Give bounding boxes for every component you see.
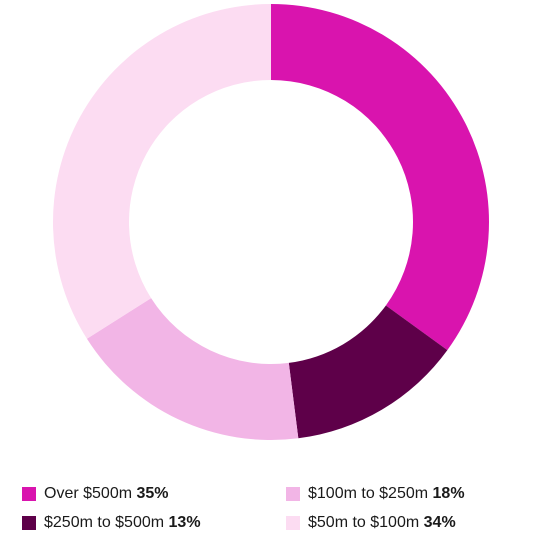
- legend-label: $100m to $250m 18%: [308, 485, 465, 502]
- donut-segment: [271, 4, 489, 351]
- legend-name: $50m to $100m: [308, 514, 419, 531]
- legend-swatch: [286, 516, 300, 530]
- legend-value: 34%: [424, 514, 456, 531]
- legend-name: $100m to $250m: [308, 485, 428, 502]
- legend-swatch: [22, 487, 36, 501]
- donut-segment: [86, 298, 299, 441]
- legend-label: Over $500m 35%: [44, 485, 169, 502]
- legend-swatch: [286, 487, 300, 501]
- legend-value: 18%: [433, 485, 465, 502]
- legend-name: $250m to $500m: [44, 514, 164, 531]
- legend-label: $50m to $100m 34%: [308, 514, 456, 531]
- legend-name: Over $500m: [44, 485, 132, 502]
- legend-label: $250m to $500m 13%: [44, 514, 201, 531]
- legend-value: 35%: [137, 485, 169, 502]
- donut-segment: [288, 305, 448, 439]
- legend-swatch: [22, 516, 36, 530]
- donut-segment: [53, 4, 271, 339]
- legend-value: 13%: [169, 514, 201, 531]
